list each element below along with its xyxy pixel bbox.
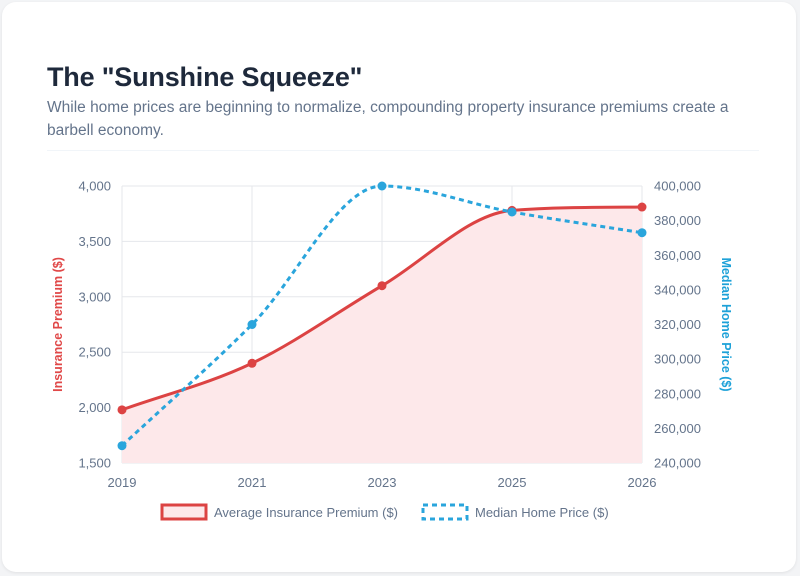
y-right-tick-label: 320,000 bbox=[654, 317, 701, 332]
premium-point bbox=[247, 358, 257, 368]
premium-point bbox=[117, 405, 127, 415]
premium-area bbox=[122, 207, 642, 463]
y-left-tick-label: 4,000 bbox=[78, 179, 111, 194]
x-tick-label: 2023 bbox=[368, 475, 397, 490]
premium-point bbox=[377, 281, 387, 291]
home-price-point bbox=[637, 228, 647, 238]
y-left-tick-label: 3,000 bbox=[78, 289, 111, 304]
legend-swatch-premium bbox=[160, 503, 208, 521]
x-tick-label: 2019 bbox=[108, 475, 137, 490]
legend-label-home-price: Median Home Price ($) bbox=[475, 505, 609, 520]
home-price-point bbox=[247, 320, 257, 329]
legend: Average Insurance Premium ($) Median Home… bbox=[160, 503, 609, 521]
y-right-tick-label: 240,000 bbox=[654, 456, 701, 471]
x-tick-label: 2025 bbox=[498, 475, 527, 490]
y-right-axis-title: Median Home Price ($) bbox=[719, 257, 733, 391]
y-left-tick-label: 2,500 bbox=[78, 345, 111, 360]
y-right-tick-label: 300,000 bbox=[654, 352, 701, 367]
y-left-tick-label: 2,000 bbox=[78, 400, 111, 415]
home-price-point bbox=[117, 441, 127, 451]
chart-subtitle: While home prices are beginning to norma… bbox=[47, 99, 729, 139]
y-left-axis-title: Insurance Premium ($) bbox=[51, 257, 65, 392]
y-left-tick-label: 3,500 bbox=[78, 234, 111, 249]
header-divider bbox=[47, 150, 759, 151]
y-right-tick-label: 260,000 bbox=[654, 421, 701, 436]
home-price-point bbox=[507, 207, 517, 217]
home-price-line bbox=[120, 184, 643, 447]
x-tick-label: 2026 bbox=[628, 475, 657, 490]
y-right-tick-label: 380,000 bbox=[654, 213, 701, 228]
y-right-tick-label: 280,000 bbox=[654, 386, 701, 401]
y-left-tick-label: 1,500 bbox=[78, 456, 111, 471]
x-tick-label: 2021 bbox=[238, 475, 267, 490]
chart-title: The "Sunshine Squeeze" bbox=[47, 62, 363, 92]
legend-swatch-home-price bbox=[421, 503, 469, 521]
y-right-tick-label: 340,000 bbox=[654, 282, 701, 297]
home-price-point bbox=[377, 181, 387, 191]
premium-point bbox=[637, 202, 647, 212]
y-right-tick-label: 360,000 bbox=[654, 248, 701, 263]
y-right-tick-label: 400,000 bbox=[654, 179, 701, 194]
legend-label-premium: Average Insurance Premium ($) bbox=[214, 505, 398, 520]
